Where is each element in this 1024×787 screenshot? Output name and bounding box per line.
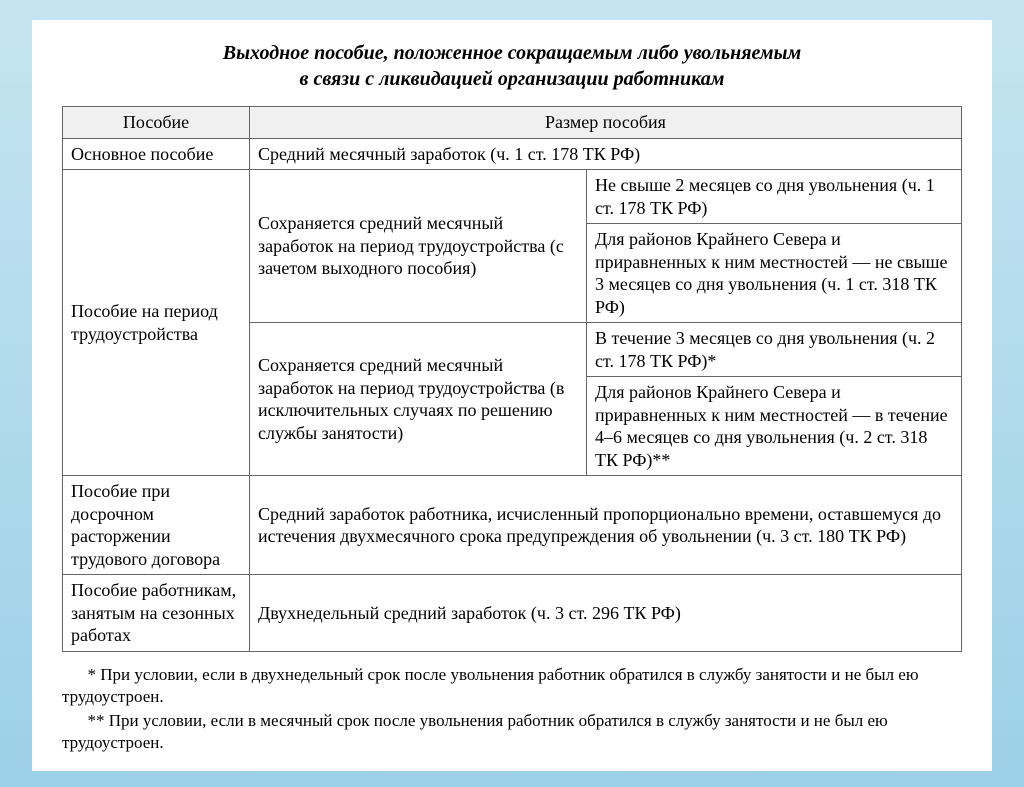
- header-allowance: Пособие: [63, 107, 250, 139]
- table-row: Пособие при досрочном расторжении трудов…: [63, 476, 962, 575]
- table-header-row: Пособие Размер пособия: [63, 107, 962, 139]
- cell-north-4-6months: Для районов Крайнего Севера и приравненн…: [587, 377, 962, 476]
- cell-early-amount: Средний заработок работника, исчисленный…: [250, 476, 962, 575]
- document-title: Выходное пособие, положенное сокращаемым…: [62, 40, 962, 92]
- cell-avg-salary-kept-b: Сохраняется средний месячный заработок н…: [250, 323, 587, 476]
- cell-seasonal-amount: Двухнедельный средний заработок (ч. 3 ст…: [250, 575, 962, 652]
- allowance-table: Пособие Размер пособия Основное пособие …: [62, 106, 962, 652]
- cell-3months: В течение 3 месяцев со дня увольнения (ч…: [587, 323, 962, 377]
- cell-basic-allowance: Основное пособие: [63, 138, 250, 170]
- title-line-2: в связи с ликвидацией организации работн…: [300, 68, 725, 90]
- cell-early-termination: Пособие при досрочном расторжении трудов…: [63, 476, 250, 575]
- table-row: Основное пособие Средний месячный зарабо…: [63, 138, 962, 170]
- document-page: Выходное пособие, положенное сокращаемым…: [32, 20, 992, 771]
- table-row: Пособие на период трудоустройства Сохран…: [63, 170, 962, 224]
- table-row: Пособие работникам, занятым на сезонных …: [63, 575, 962, 652]
- header-amount: Размер пособия: [250, 107, 962, 139]
- cell-2months: Не свыше 2 месяцев со дня увольнения (ч.…: [587, 170, 962, 224]
- cell-seasonal: Пособие работникам, занятым на сезонных …: [63, 575, 250, 652]
- cell-avg-salary-kept-a: Сохраняется средний месячный заработок н…: [250, 170, 587, 323]
- cell-north-3months: Для районов Крайнего Севера и приравненн…: [587, 224, 962, 323]
- footnotes: * При условии, если в двухнедельный срок…: [62, 664, 962, 754]
- footnote-2: ** При условии, если в месячный срок пос…: [62, 710, 962, 754]
- footnote-1: * При условии, если в двухнедельный срок…: [62, 664, 962, 708]
- title-line-1: Выходное пособие, положенное сокращаемым…: [223, 42, 801, 64]
- cell-employment-period: Пособие на период трудоустройства: [63, 170, 250, 476]
- cell-basic-amount: Средний месячный заработок (ч. 1 ст. 178…: [250, 138, 962, 170]
